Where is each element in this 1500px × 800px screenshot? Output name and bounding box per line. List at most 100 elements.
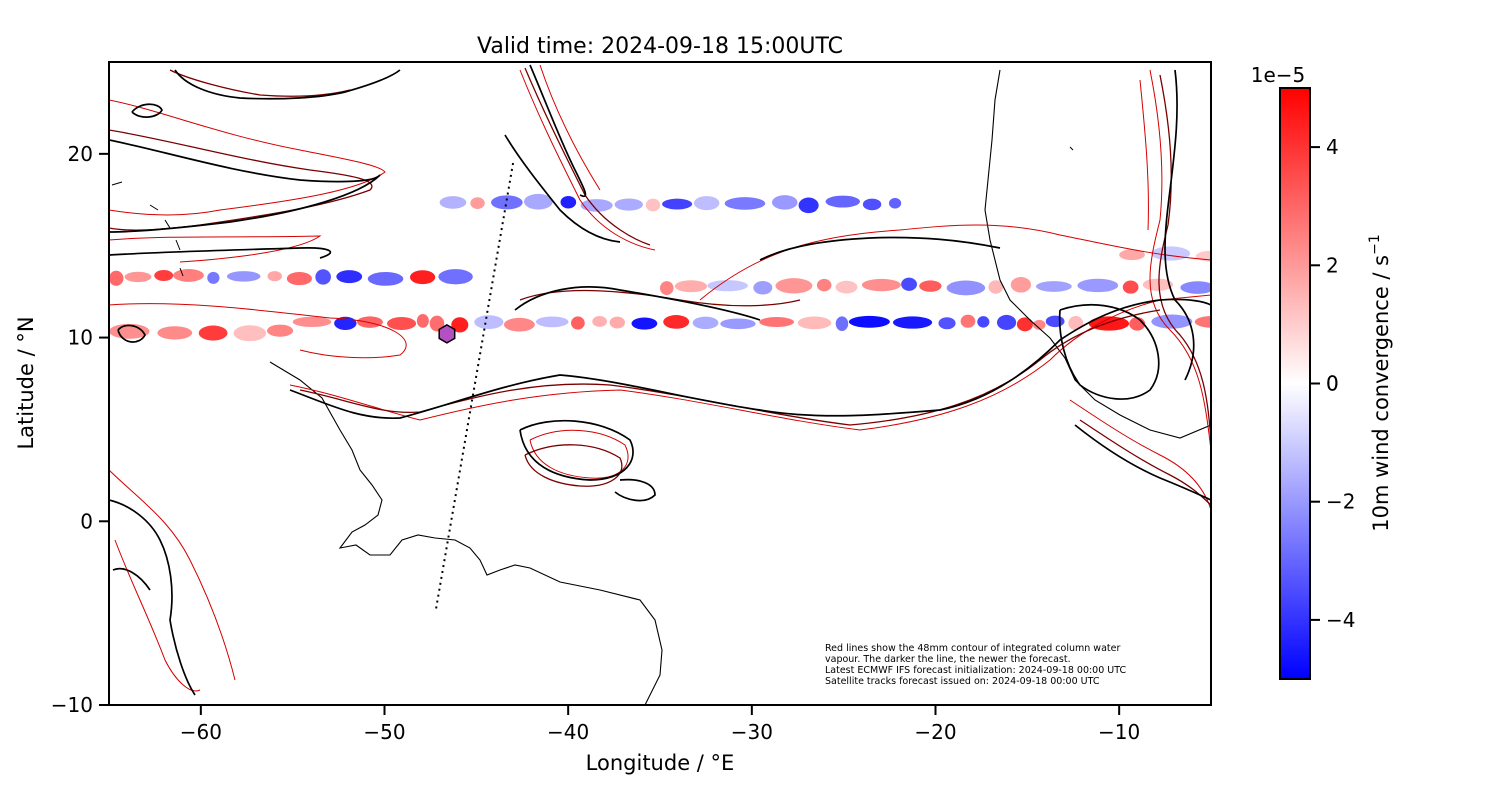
- convergence-cell: [1088, 316, 1130, 331]
- convergence-cell: [416, 314, 429, 328]
- contour: [289, 298, 1211, 419]
- convergence-cell: [707, 280, 749, 292]
- contour: [131, 103, 163, 118]
- convergence-cell: [798, 197, 819, 214]
- convergence-cell: [724, 197, 766, 210]
- contour: [514, 286, 761, 321]
- convergence-cell: [861, 278, 901, 292]
- convergence-cell: [1122, 280, 1139, 294]
- y-axis: −10 0 10 20: [51, 142, 109, 717]
- convergence-cell: [1045, 315, 1065, 328]
- convergence-cell: [720, 318, 756, 330]
- island: [1069, 146, 1074, 151]
- chart-title: Valid time: 2024-09-18 15:00UTC: [477, 34, 843, 59]
- x-axis-label: Longitude / °E: [586, 751, 735, 775]
- colorbar-tick-label: 0: [1326, 372, 1339, 396]
- contour: [1158, 74, 1211, 441]
- convergence-cell: [960, 314, 976, 328]
- convergence-cell: [1194, 315, 1211, 328]
- convergence-cell: [233, 325, 267, 342]
- island: [175, 239, 181, 251]
- convergence-cell: [292, 316, 332, 328]
- island: [111, 181, 123, 186]
- contour: [519, 69, 656, 251]
- convergence-cell: [1119, 249, 1145, 261]
- convergence-cell: [470, 197, 485, 209]
- contour: [759, 236, 1001, 261]
- convergence-cell: [429, 315, 445, 332]
- convergence-cell: [919, 280, 942, 292]
- annotation-line: Red lines show the 48mm contour of integ…: [825, 643, 1120, 654]
- convergence-cell: [286, 271, 312, 286]
- convergence-cell: [631, 317, 658, 330]
- convergence-cell: [1016, 317, 1033, 332]
- x-axis: −60 −50 −40 −30 −20 −10: [180, 705, 1140, 744]
- convergence-cell: [336, 270, 363, 284]
- annotation-box: Red lines show the 48mm contour of integ…: [825, 643, 1126, 687]
- convergence-cell: [267, 271, 282, 282]
- contour: [109, 247, 332, 259]
- convergence-cell: [1033, 319, 1046, 330]
- colorbar-gradient: [1279, 87, 1311, 680]
- convergence-cell: [438, 269, 473, 285]
- contour: [1164, 69, 1195, 381]
- convergence-cell: [816, 278, 832, 292]
- contour: [109, 99, 386, 216]
- coastline-west-africa: [984, 69, 1211, 439]
- convergence-cell: [173, 268, 204, 282]
- colorbar-tick-label: −4: [1326, 608, 1355, 632]
- convergence-cell: [862, 198, 882, 211]
- convergence-cell: [753, 280, 773, 295]
- convergence-cell: [614, 198, 643, 211]
- convergence-cell: [825, 195, 860, 208]
- contour: [174, 69, 401, 100]
- convergence-cell: [835, 316, 849, 331]
- coastlines: [269, 69, 1211, 705]
- convergence-cell: [451, 317, 469, 333]
- convergence-cell: [996, 314, 1017, 330]
- annotation-line: vapour. The darker the line, the newer t…: [825, 654, 1071, 665]
- convergence-cell: [315, 269, 331, 285]
- convergence-cell: [157, 326, 193, 340]
- colorbar-tick-label: 4: [1326, 135, 1339, 159]
- x-tick-label: −20: [914, 720, 956, 744]
- contour: [1074, 424, 1211, 501]
- contour: [1139, 79, 1149, 231]
- contour: [614, 478, 656, 502]
- contour: [519, 419, 634, 481]
- convergence-cell: [988, 280, 1004, 294]
- convergence-cell: [367, 271, 404, 286]
- contour: [1149, 69, 1211, 451]
- convergence-cell: [662, 198, 693, 210]
- convergence-cell: [523, 193, 553, 210]
- convergence-cell: [1068, 316, 1084, 331]
- convergence-cell: [660, 281, 674, 296]
- colorbar-tick-label: −2: [1326, 490, 1355, 514]
- x-tick-label: −10: [1098, 720, 1140, 744]
- plot-area: [109, 62, 1211, 705]
- contour: [1079, 419, 1211, 506]
- convergence-cell: [560, 195, 577, 209]
- convergence-cell: [474, 315, 504, 329]
- convergence-cell: [1036, 281, 1072, 292]
- annotation-line: Latest ECMWF IFS forecast initialization…: [825, 665, 1126, 676]
- caribbean-islands: [111, 146, 1074, 277]
- convergence-cell: [797, 316, 832, 330]
- convergence-cell: [848, 315, 890, 328]
- contour: [524, 444, 623, 487]
- y-tick-label: 0: [80, 509, 93, 533]
- colorbar-label-text: 10m wind convergence / s: [1369, 255, 1393, 532]
- convergence-cell: [387, 317, 417, 330]
- convergence-cell: [439, 196, 467, 209]
- convergence-cell: [1180, 281, 1211, 294]
- convergence-cell: [1151, 314, 1193, 329]
- y-tick-label: 20: [68, 142, 93, 166]
- island: [179, 267, 184, 277]
- contour: [529, 429, 629, 479]
- contour: [289, 294, 1211, 431]
- convergence-cell: [835, 280, 858, 294]
- convergence-cell: [692, 316, 719, 330]
- contour: [109, 303, 407, 359]
- convergence-cell: [410, 270, 436, 285]
